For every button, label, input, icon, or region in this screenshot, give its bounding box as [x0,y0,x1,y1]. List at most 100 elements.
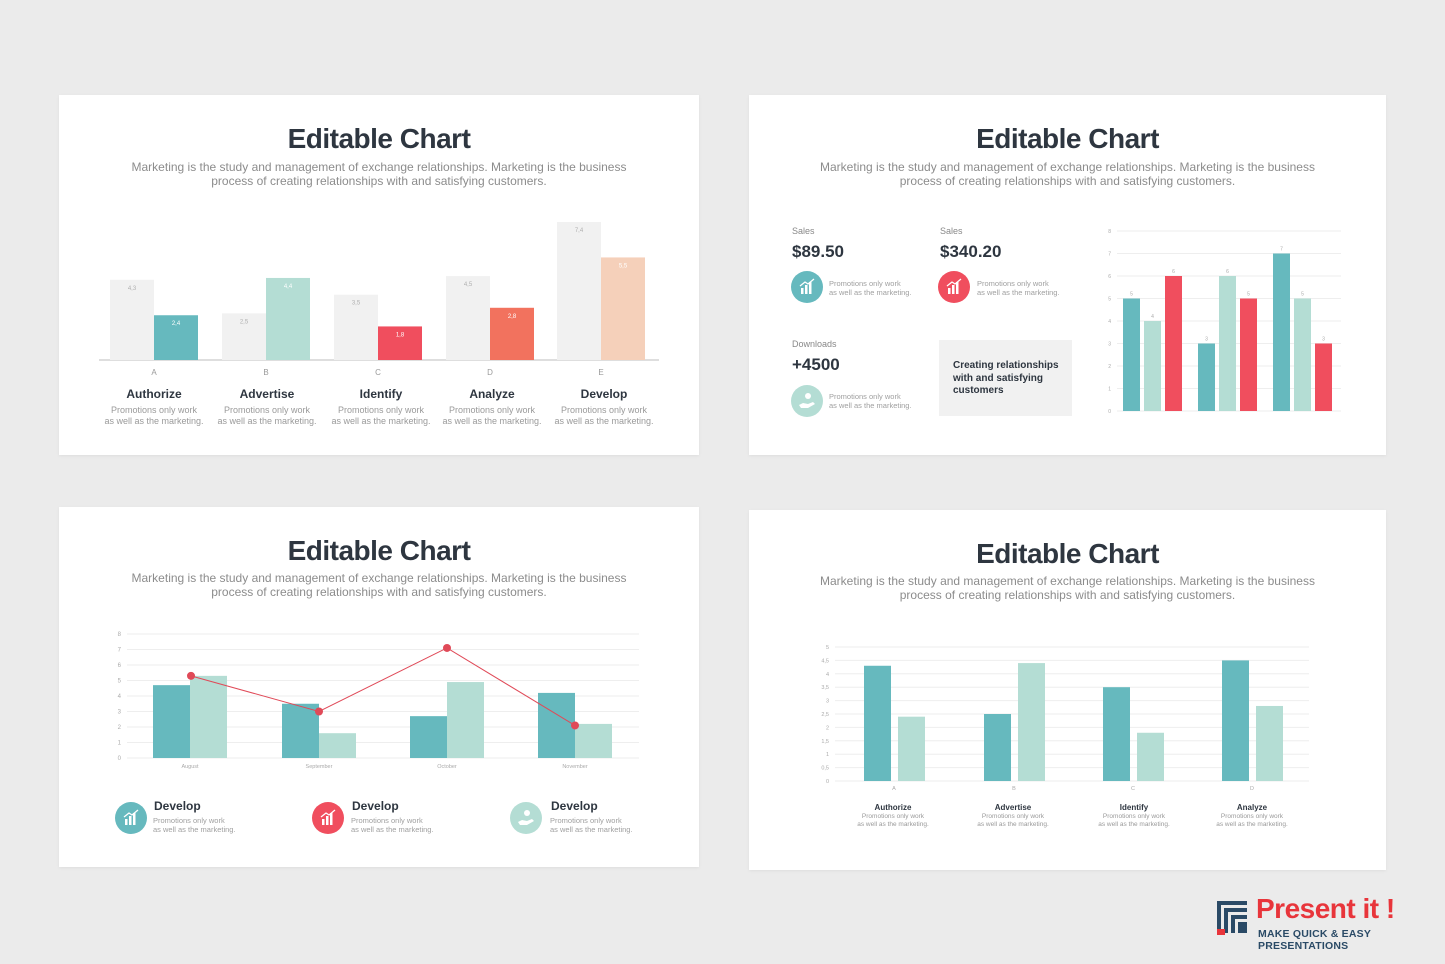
category-title-advertise: Advertise [994,803,1032,812]
line-point [187,671,195,680]
bar-chart-icon [312,802,344,834]
category-desc: as well as the marketing. [1216,821,1288,828]
legend-desc: as well as the marketing. [153,825,236,834]
y-tick-label: 4 [118,694,122,700]
x-tick-label: October [437,764,457,770]
legend-desc: Promotions only work [153,816,225,825]
slide-subtitle-line1: Marketing is the study and management of… [820,574,1315,588]
y-tick-label: 3 [118,710,122,716]
stat-desc: as well as the marketing. [829,288,912,297]
x-tick-label: C [1131,786,1135,792]
category-desc: Promotions only work [110,405,198,415]
legend-desc: Promotions only work [351,816,423,825]
logo-mark-icon [1217,901,1247,935]
x-tick-label: A [892,786,896,792]
data-label: 7,4 [575,228,584,234]
legend-title: Develop [551,799,598,813]
category-desc: as well as the marketing. [217,416,317,426]
x-tick-label: D [487,368,493,377]
category-desc: Promotions only work [223,405,311,415]
bar [447,682,484,758]
y-tick-label: 8 [1108,229,1111,235]
y-tick-label: 7 [1108,252,1111,258]
bar [334,294,378,360]
bar [153,685,190,758]
x-tick-label: E [598,368,603,377]
legend-title: Develop [352,799,399,813]
y-tick-label: 4 [826,672,829,678]
stat-label-sales: Sales [940,226,963,236]
y-tick-label: 2 [118,725,122,731]
slide-subtitle-line2: process of creating relationships with a… [211,174,547,188]
data-label: 3 [1205,337,1208,343]
stat-value-sales: $89.50 [792,242,844,261]
bar [538,692,575,758]
bar [1222,660,1249,781]
category-title-authorize: Authorize [874,803,912,812]
stat-desc: Promotions only work [829,279,901,288]
slide-subtitle-line2: process of creating relationships with a… [211,585,547,599]
hand-coin-icon [510,802,542,834]
slide-title: Editable Chart [287,535,471,566]
x-tick-label: September [306,764,333,770]
highlight-box-text: Creating relationships with and satisfyi… [953,360,1059,396]
line-point [315,707,323,716]
category-desc: Promotions only work [448,405,536,415]
y-tick-label: 1 [118,741,122,747]
bar-chart-icon [938,271,970,303]
bar [446,276,490,360]
category-desc: as well as the marketing. [977,821,1049,828]
y-tick-label: 1,5 [821,739,829,745]
bar [1165,276,1182,411]
stat-label-sales: Sales [792,226,815,236]
slide-4: Editable Chart Marketing is the study an… [749,510,1386,870]
bar [410,716,447,758]
bar [319,733,356,758]
data-label: 2,5 [240,319,249,325]
category-desc: Promotions only work [337,405,425,415]
category-desc: Promotions only work [560,405,648,415]
y-tick-label: 3 [1108,342,1111,348]
y-tick-label: 2 [1108,364,1111,370]
stat-value-sales: $340.20 [940,242,1002,261]
y-tick-label: 6 [1108,274,1111,280]
bar [1018,663,1045,781]
y-tick-label: 0 [1108,409,1111,415]
line-point [443,643,451,652]
bar [1198,343,1215,411]
y-tick-label: 3 [826,699,829,705]
slide-1: Editable Chart Marketing is the study an… [59,95,699,455]
bar [222,313,266,360]
category-desc: as well as the marketing. [1098,821,1170,828]
category-title-authorize: Authorize [126,387,182,401]
y-tick-label: 8 [118,632,122,638]
data-label: 5 [1247,292,1250,298]
data-label: 4,3 [128,286,137,292]
bar [1219,276,1236,411]
y-tick-label: 5 [1108,297,1111,303]
x-tick-label: August [181,764,199,770]
category-desc: Promotions only work [981,813,1045,820]
bar [601,257,645,360]
data-label: 5,5 [619,263,628,269]
y-tick-label: 5 [118,679,122,685]
x-tick-label: B [1012,786,1016,792]
y-tick-label: 0 [826,779,829,785]
y-tick-label: 7 [118,648,122,654]
category-title-identify: Identify [1119,803,1149,812]
category-desc: as well as the marketing. [857,821,929,828]
logo-wordmark: Present it ! [1256,893,1395,924]
bar [1123,298,1140,411]
y-tick-label: 6 [118,663,122,669]
data-label: 5 [1301,292,1304,298]
category-title-develop: Develop [580,387,628,401]
bar [575,723,612,758]
y-tick-label: 2,5 [821,712,829,718]
category-title-identify: Identify [359,387,403,401]
y-tick-label: 5 [826,645,829,651]
y-tick-label: 0,5 [821,766,829,772]
category-desc: Promotions only work [861,813,925,820]
legend-desc: Promotions only work [550,816,622,825]
bar [1315,343,1332,411]
data-label: 4,5 [464,282,473,288]
